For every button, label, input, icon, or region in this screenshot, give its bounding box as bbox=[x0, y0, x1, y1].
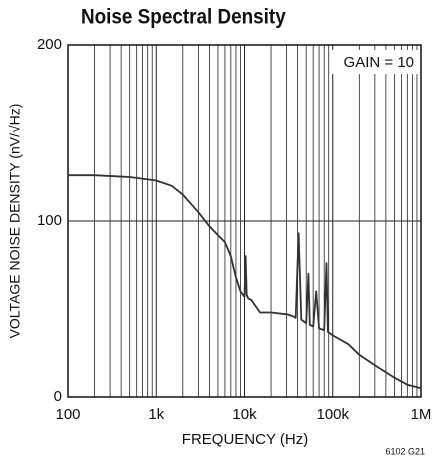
x-tick-label: 1M bbox=[411, 406, 432, 423]
chart-title: Noise Spectral Density bbox=[81, 6, 286, 29]
footnote: 6102 G21 bbox=[385, 446, 425, 456]
x-axis-label: FREQUENCY (Hz) bbox=[182, 431, 308, 448]
x-tick-label: 100k bbox=[316, 406, 349, 423]
series-line bbox=[68, 174, 422, 390]
x-tick-label: 1k bbox=[148, 406, 164, 423]
y-tick-label: 0 bbox=[54, 388, 62, 405]
x-tick-label: 10k bbox=[232, 406, 257, 423]
y-tick-label: 200 bbox=[37, 36, 62, 53]
x-tick-label: 100 bbox=[55, 406, 80, 423]
plot-frame bbox=[67, 44, 422, 398]
y-tick-label: 100 bbox=[37, 212, 62, 229]
y-axis-label: VOLTAGE NOISE DENSITY (nV/√Hz) bbox=[7, 104, 23, 339]
annotation: GAIN = 10 bbox=[344, 54, 414, 71]
annotation-box bbox=[330, 50, 418, 74]
